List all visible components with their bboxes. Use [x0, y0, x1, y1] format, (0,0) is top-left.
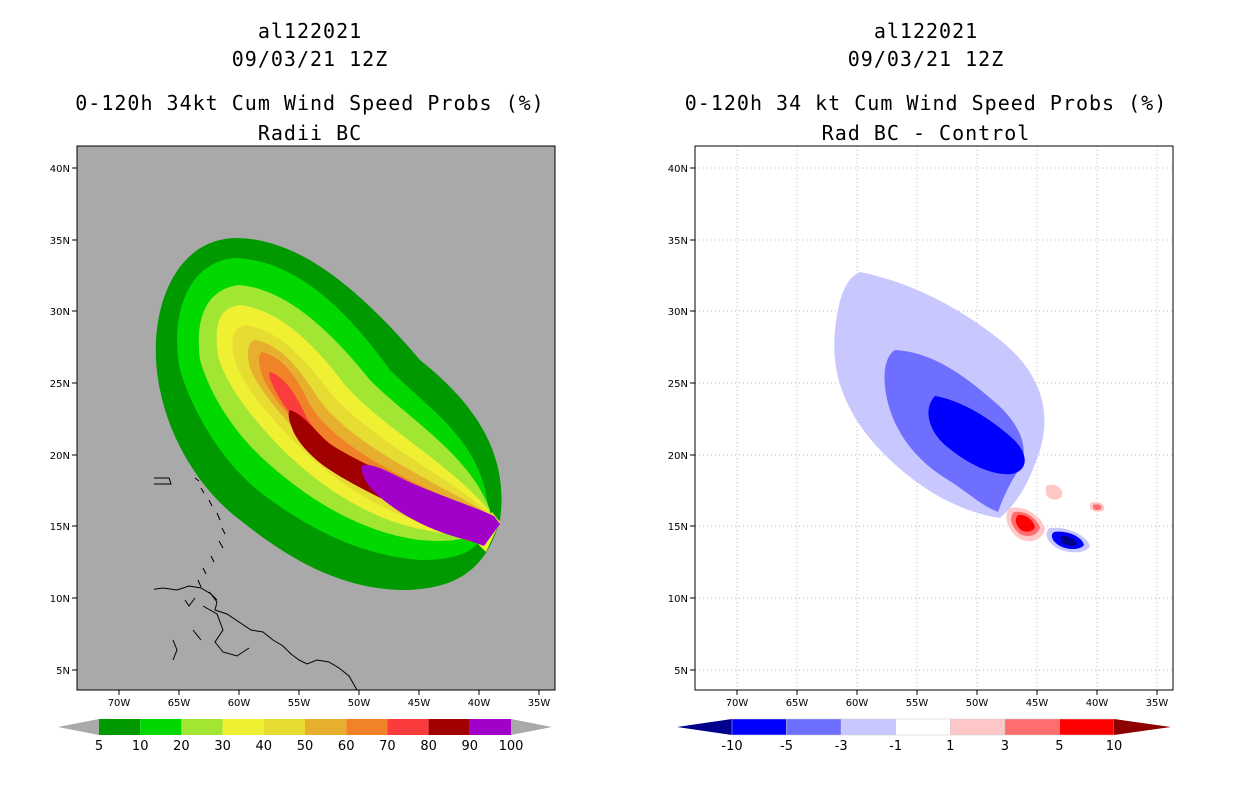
left-colorbar-swatch [428, 719, 470, 735]
right-colorbar-swatch [1059, 718, 1115, 736]
left-storm-id: al122021 [257, 19, 363, 43]
left-lon-label: 35W [528, 698, 551, 709]
right-lon-label: 55W [906, 698, 929, 709]
right-colorbar-label: 1 [946, 739, 954, 754]
left-prob-contours [155, 238, 502, 590]
left-colorbar-label: 10 [132, 739, 149, 754]
left-datetime: 09/03/21 12Z [231, 47, 389, 71]
left-lon-label: 65W [168, 698, 191, 709]
right-map-frame [694, 145, 1174, 691]
left-subtitle: Radii BC [257, 121, 363, 145]
right-lon-labels: 70W 65W 60W 55W 50W 45W 40W 35W [726, 698, 1169, 709]
left-colorbar-label: 90 [462, 739, 479, 754]
left-lat-label: 30N [50, 307, 70, 318]
left-title: 0-120h 34kt Cum Wind Speed Probs (%) [75, 91, 545, 115]
left-map-frame [76, 145, 556, 691]
right-ticks [690, 167, 1158, 695]
right-lat-label: 25N [668, 379, 688, 390]
right-lat-label: 20N [668, 451, 688, 462]
left-lon-label: 45W [408, 698, 431, 709]
left-colorbar-swatch [305, 719, 347, 735]
left-colorbar-label: 30 [214, 739, 231, 754]
right-lon-label: 40W [1086, 698, 1109, 709]
left-lat-label: 20N [50, 451, 70, 462]
right-lon-label: 65W [786, 698, 809, 709]
left-colorbar-swatch [140, 719, 182, 735]
left-colorbar-swatch [222, 719, 264, 735]
left-colorbar-swatch [99, 719, 141, 735]
left-lat-label: 10N [50, 594, 70, 605]
right-colorbar-label: -5 [780, 739, 793, 754]
right-colorbar-labels: -10 -5 -3 -1 1 3 5 10 [721, 739, 1122, 754]
right-colorbar-swatch [1004, 718, 1060, 736]
right-lon-label: 45W [1026, 698, 1049, 709]
right-lat-label: 5N [674, 666, 688, 677]
left-colorbar-label: 20 [173, 739, 190, 754]
right-colorbar-label: -10 [721, 739, 742, 754]
left-colorbar-label: 80 [420, 739, 437, 754]
right-colorbar [677, 718, 1171, 736]
left-colorbar-swatch [387, 719, 429, 735]
right-lat-labels: 40N 35N 30N 25N 20N 15N 10N 5N [668, 164, 688, 677]
left-colorbar-label: 100 [499, 739, 524, 754]
right-colorbar-swatch [731, 718, 787, 736]
right-colorbar-label: 3 [1001, 739, 1009, 754]
right-colorbar-under-arrow [677, 719, 732, 735]
left-colorbar-label: 50 [297, 739, 314, 754]
right-storm-id: al122021 [873, 19, 979, 43]
left-colorbar-label: 60 [338, 739, 355, 754]
left-lat-labels: 40N 35N 30N 25N 20N 15N 10N 5N [50, 164, 70, 677]
left-colorbar-swatch [181, 719, 223, 735]
left-lon-label: 50W [348, 698, 371, 709]
right-datetime: 09/03/21 12Z [847, 47, 1005, 71]
left-colorbar-swatch [469, 719, 511, 735]
right-colorbar-label: -3 [835, 739, 848, 754]
left-colorbar-labels: 5 10 20 30 40 50 60 70 80 90 100 [95, 739, 524, 754]
left-colorbar-over-arrow [511, 719, 552, 735]
right-colorbar-label: -1 [889, 739, 902, 754]
right-subtitle: Rad BC - Control [821, 121, 1031, 145]
left-colorbar-swatch [263, 719, 305, 735]
left-colorbar-swatch [346, 719, 388, 735]
left-lat-label: 35N [50, 236, 70, 247]
right-diff-contours [834, 272, 1105, 553]
left-lon-label: 55W [288, 698, 311, 709]
right-lon-label: 50W [966, 698, 989, 709]
right-lat-label: 30N [668, 307, 688, 318]
left-colorbar-label: 5 [95, 739, 103, 754]
left-lon-label: 60W [228, 698, 251, 709]
left-lat-label: 25N [50, 379, 70, 390]
right-colorbar-over-arrow [1114, 719, 1171, 735]
right-lat-label: 40N [668, 164, 688, 175]
right-colorbar-swatch [786, 718, 842, 736]
left-lon-label: 70W [108, 698, 131, 709]
right-colorbar-swatch [840, 718, 896, 736]
left-lat-label: 15N [50, 522, 70, 533]
left-lat-label: 5N [56, 666, 70, 677]
right-colorbar-label: 5 [1055, 739, 1063, 754]
right-colorbar-swatch [895, 718, 951, 736]
right-colorbar-label: 10 [1106, 739, 1123, 754]
left-colorbar-label: 40 [256, 739, 273, 754]
left-colorbar [58, 719, 552, 735]
left-lon-label: 40W [468, 698, 491, 709]
right-lat-label: 10N [668, 594, 688, 605]
right-colorbar-swatch [950, 718, 1006, 736]
left-colorbar-under-arrow [58, 719, 99, 735]
left-lon-labels: 70W 65W 60W 55W 50W 45W 40W 35W [108, 698, 551, 709]
right-lon-label: 35W [1146, 698, 1169, 709]
right-lon-label: 60W [846, 698, 869, 709]
left-colorbar-label: 70 [379, 739, 396, 754]
right-lat-label: 15N [668, 522, 688, 533]
right-lat-label: 35N [668, 236, 688, 247]
right-lon-label: 70W [726, 698, 749, 709]
left-lat-label: 40N [50, 164, 70, 175]
left-ticks [72, 167, 540, 695]
right-title: 0-120h 34 kt Cum Wind Speed Probs (%) [684, 91, 1168, 115]
